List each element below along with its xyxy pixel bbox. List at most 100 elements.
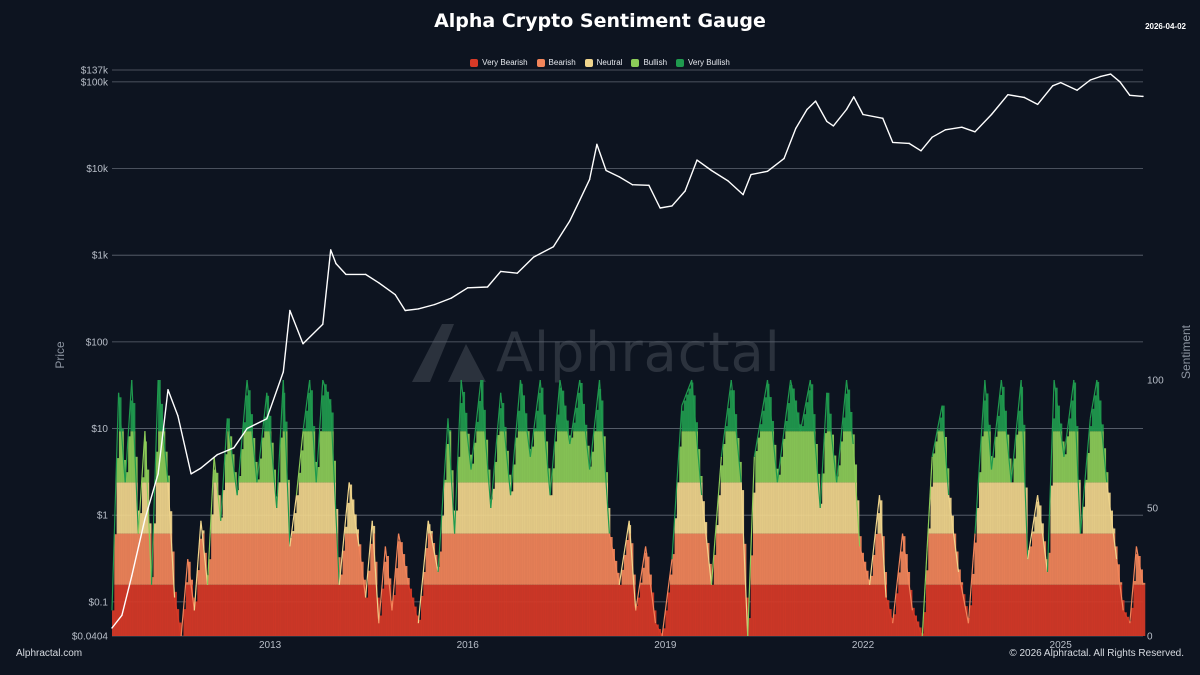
sentiment-band-segment [266,482,270,534]
sentiment-band-segment [575,533,579,585]
sentiment-band-segment [407,577,410,585]
sentiment-band-segment [976,584,980,636]
sentiment-band-segment [778,482,781,534]
sentiment-line-segment [941,405,950,496]
sentiment-band-segment [799,482,802,534]
sentiment-band-segment [236,584,240,636]
sentiment-band-segment [817,482,821,534]
sentiment-band-segment [1008,584,1012,636]
sentiment-band-segment [264,584,267,636]
sentiment-band-segment [1082,506,1086,534]
sentiment-band-segment [139,513,143,534]
sentiment-band-segment [213,584,217,636]
sentiment-band-segment [347,584,350,636]
sentiment-line-segment [315,379,324,483]
sentiment-band-segment [550,533,553,585]
sentiment-band-segment [416,615,419,636]
sentiment-line-segment [845,379,854,445]
sentiment-band-segment [135,456,138,483]
price-point [378,282,380,284]
sentiment-band-segment [1004,431,1007,483]
sentiment-band-segment [806,482,809,534]
sentiment-line-segment [180,559,189,637]
sentiment-band-segment [803,482,807,534]
sentiment-band-segment [1004,482,1007,534]
sentiment-band-segment [1091,584,1095,636]
sentiment-band-segment [732,482,735,534]
sentiment-band-segment [729,390,733,432]
sentiment-band-segment [596,584,599,636]
sentiment-band-segment [372,525,376,534]
sentiment-band-segment [1055,482,1058,534]
sentiment-band-segment [1082,533,1086,585]
sentiment-band-segment [356,529,360,534]
sentiment-line-segment [747,456,755,637]
sentiment-band-segment [674,584,678,636]
sentiment-band-segment [305,431,309,483]
sentiment-band-segment [393,595,396,636]
sentiment-band-segment [845,482,848,534]
sentiment-band-segment [690,382,694,432]
x-axis-ticks: 2013 2016 2019 2022 2025 [259,640,1072,651]
sentiment-band-segment [510,533,514,585]
sentiment-band-segment [296,533,300,585]
sentiment-band-segment [441,515,445,534]
sentiment-band-segment [282,533,286,585]
sentiment-band-segment [517,431,521,483]
sentiment-band-segment [732,584,735,636]
sentiment-band-segment [501,584,505,636]
sentiment-band-segment [829,533,832,585]
sentiment-band-segment [681,482,685,534]
sentiment-band-segment [679,482,682,534]
sentiment-band-segment [702,584,705,636]
price-point [605,169,607,172]
sentiment-band-segment [988,431,991,483]
sentiment-band-segment [559,431,562,483]
legend-item-very-bearish[interactable]: Very Bearish [470,58,528,67]
sentiment-line-segment [167,482,176,598]
sentiment-band-segment [192,597,196,636]
sentiment-band-segment [430,531,433,534]
sentiment-band-segment [188,584,191,636]
sentiment-band-segment [326,431,330,483]
sentiment-band-segment [1066,482,1070,534]
sentiment-band-segment [282,392,286,432]
sentiment-band-segment [499,482,502,534]
sentiment-band-segment [642,567,645,585]
sentiment-band-segment [1085,584,1088,636]
price-point [710,169,713,172]
sentiment-band-segment [241,533,244,585]
sentiment-band-segment [935,584,938,636]
sentiment-band-segment [1068,584,1072,636]
sentiment-band-segment [135,584,138,636]
sentiment-band-segment [298,482,302,534]
sentiment-band-segment [354,533,357,585]
sentiment-band-segment [1022,424,1026,432]
sentiment-band-segment [248,390,251,432]
sentiment-band-segment [485,482,489,534]
sentiment-band-segment [997,415,1001,432]
footer-brand[interactable]: Alphractal.com [16,648,83,659]
sentiment-band-segment [547,584,551,636]
sentiment-band-segment [162,431,166,483]
sentiment-band-segment [706,542,710,585]
sentiment-band-segment [1073,533,1077,585]
sentiment-band-segment [766,533,770,585]
sentiment-band-segment [799,584,802,636]
legend-item-bearish[interactable]: Bearish [536,58,576,67]
sentiment-band-segment [948,497,952,534]
sentiment-band-segment [218,495,221,534]
sentiment-band-segment [245,584,249,636]
legend-item-very-bullish[interactable]: Very Bullish [676,58,730,67]
sentiment-band-segment [937,429,941,432]
sentiment-band-segment [686,431,689,483]
sentiment-band-segment [577,392,581,432]
sentiment-band-segment [254,584,258,636]
sentiment-band-segment [474,442,477,483]
sentiment-band-segment [337,557,341,585]
legend-item-neutral[interactable]: Neutral [584,58,622,67]
legend-swatch-neutral [584,58,593,67]
price-point [516,272,518,274]
legend-item-bullish[interactable]: Bullish [631,58,667,67]
sentiment-band-segment [335,584,339,636]
